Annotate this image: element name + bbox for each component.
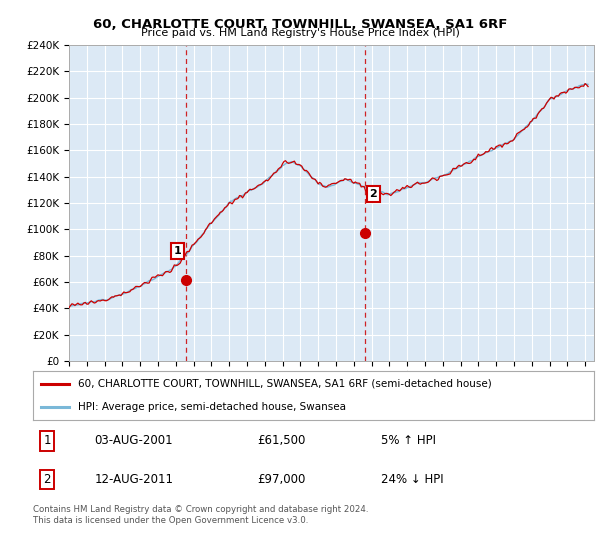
Text: 24% ↓ HPI: 24% ↓ HPI [381, 473, 443, 486]
Text: 1: 1 [173, 246, 181, 256]
Text: 60, CHARLOTTE COURT, TOWNHILL, SWANSEA, SA1 6RF (semi-detached house): 60, CHARLOTTE COURT, TOWNHILL, SWANSEA, … [78, 379, 491, 389]
Text: Contains HM Land Registry data © Crown copyright and database right 2024.
This d: Contains HM Land Registry data © Crown c… [33, 505, 368, 525]
Text: £97,000: £97,000 [257, 473, 306, 486]
Text: HPI: Average price, semi-detached house, Swansea: HPI: Average price, semi-detached house,… [78, 402, 346, 412]
Text: 1: 1 [43, 435, 51, 447]
Text: Price paid vs. HM Land Registry's House Price Index (HPI): Price paid vs. HM Land Registry's House … [140, 28, 460, 38]
Text: 2: 2 [43, 473, 51, 486]
Text: 03-AUG-2001: 03-AUG-2001 [95, 435, 173, 447]
Text: £61,500: £61,500 [257, 435, 306, 447]
Text: 12-AUG-2011: 12-AUG-2011 [95, 473, 174, 486]
Text: 5% ↑ HPI: 5% ↑ HPI [381, 435, 436, 447]
Text: 60, CHARLOTTE COURT, TOWNHILL, SWANSEA, SA1 6RF: 60, CHARLOTTE COURT, TOWNHILL, SWANSEA, … [93, 18, 507, 31]
Text: 2: 2 [370, 189, 377, 199]
